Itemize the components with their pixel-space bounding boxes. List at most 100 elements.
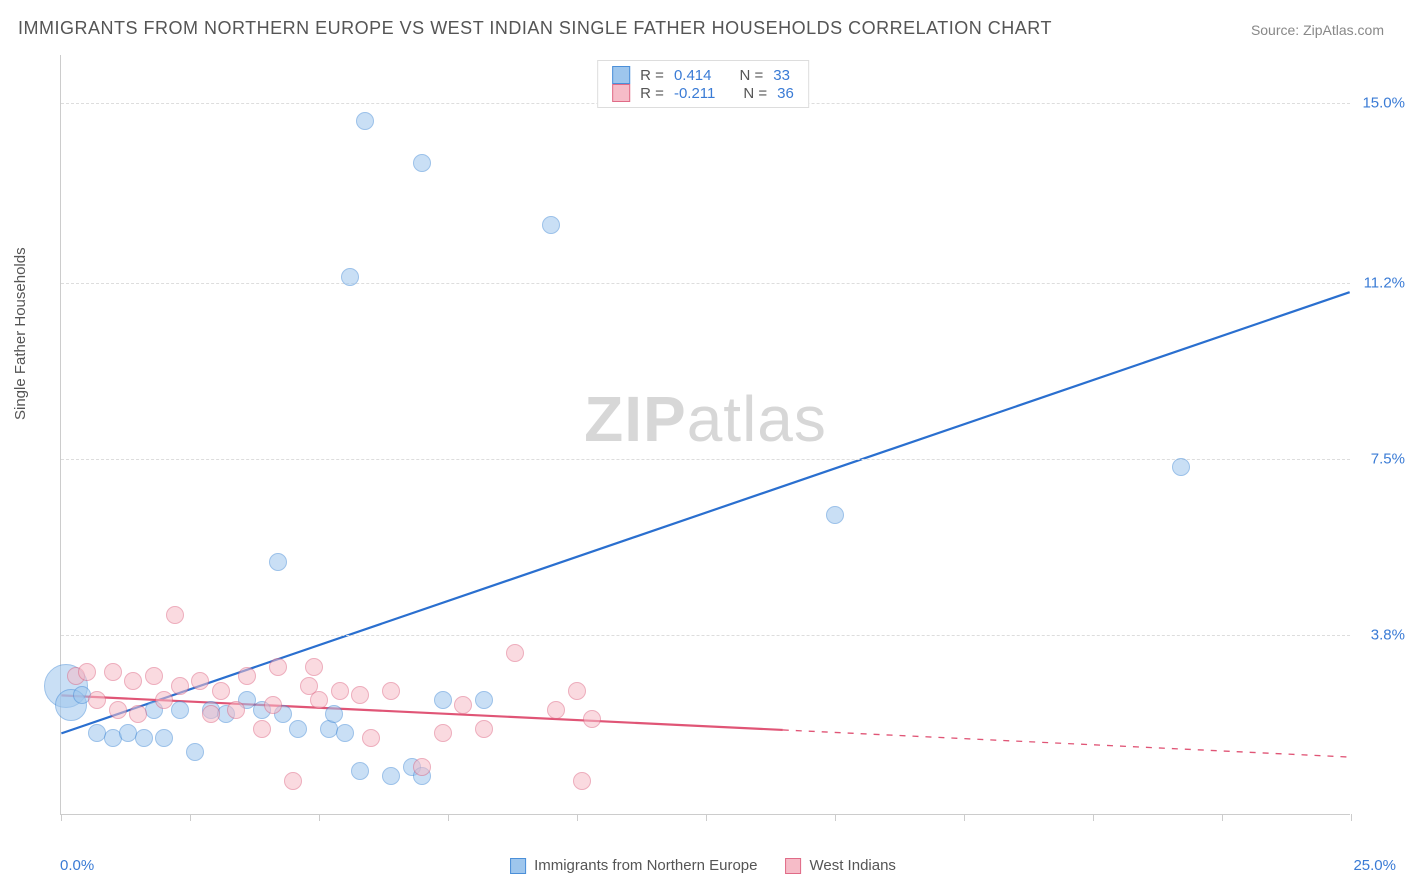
correlation-legend-row: R = -0.211 N = 36: [612, 84, 794, 102]
data-point: [413, 758, 431, 776]
data-point: [506, 644, 524, 662]
x-tick: [835, 814, 836, 821]
source-attribution: Source: ZipAtlas.com: [1251, 22, 1384, 38]
data-point: [269, 553, 287, 571]
data-point: [310, 691, 328, 709]
x-tick: [1222, 814, 1223, 821]
data-point: [166, 606, 184, 624]
data-point: [171, 701, 189, 719]
data-point: [434, 691, 452, 709]
series-legend-item: West Indians: [785, 857, 895, 874]
x-tick: [61, 814, 62, 821]
data-point: [826, 506, 844, 524]
legend-n-label: N =: [743, 85, 767, 102]
data-point: [238, 667, 256, 685]
trend-line-dashed: [783, 730, 1350, 757]
y-axis-label: Single Father Households: [12, 247, 29, 420]
data-point: [331, 682, 349, 700]
data-point: [104, 663, 122, 681]
legend-n-value: 36: [777, 85, 794, 102]
series-name: Immigrants from Northern Europe: [534, 857, 757, 874]
x-tick: [1351, 814, 1352, 821]
data-point: [583, 710, 601, 728]
data-point: [362, 729, 380, 747]
data-point: [568, 682, 586, 700]
x-tick: [1093, 814, 1094, 821]
legend-n-label: N =: [739, 67, 763, 84]
x-tick: [577, 814, 578, 821]
gridline: [61, 635, 1350, 636]
data-point: [202, 705, 220, 723]
data-point: [186, 743, 204, 761]
data-point: [212, 682, 230, 700]
watermark-left: ZIP: [584, 383, 687, 455]
data-point: [289, 720, 307, 738]
y-tick-label: 15.0%: [1362, 94, 1405, 111]
data-point: [269, 658, 287, 676]
data-point: [542, 216, 560, 234]
x-tick: [319, 814, 320, 821]
data-point: [253, 720, 271, 738]
series-legend: Immigrants from Northern Europe West Indi…: [510, 857, 896, 874]
data-point: [305, 658, 323, 676]
data-point: [434, 724, 452, 742]
data-point: [382, 682, 400, 700]
legend-swatch: [510, 858, 526, 874]
data-point: [171, 677, 189, 695]
legend-swatch: [612, 66, 630, 84]
legend-r-value: 0.414: [674, 67, 712, 84]
data-point: [264, 696, 282, 714]
legend-r-value: -0.211: [674, 85, 715, 102]
data-point: [88, 691, 106, 709]
data-point: [475, 720, 493, 738]
data-point: [351, 686, 369, 704]
legend-r-label: R =: [640, 67, 664, 84]
data-point: [475, 691, 493, 709]
data-point: [547, 701, 565, 719]
data-point: [336, 724, 354, 742]
x-tick: [706, 814, 707, 821]
series-name: West Indians: [809, 857, 895, 874]
data-point: [284, 772, 302, 790]
data-point: [155, 691, 173, 709]
legend-swatch: [612, 84, 630, 102]
data-point: [191, 672, 209, 690]
gridline: [61, 283, 1350, 284]
correlation-legend-row: R = 0.414 N = 33: [612, 66, 794, 84]
data-point: [124, 672, 142, 690]
y-tick-label: 3.8%: [1371, 626, 1405, 643]
data-point: [227, 701, 245, 719]
data-point: [325, 705, 343, 723]
x-axis-min-label: 0.0%: [60, 857, 94, 874]
data-point: [341, 268, 359, 286]
data-point: [78, 663, 96, 681]
watermark-right: atlas: [687, 383, 827, 455]
series-legend-item: Immigrants from Northern Europe: [510, 857, 757, 874]
data-point: [413, 154, 431, 172]
legend-swatch: [785, 858, 801, 874]
data-point: [382, 767, 400, 785]
x-tick: [964, 814, 965, 821]
watermark-text: ZIPatlas: [584, 382, 827, 456]
legend-r-label: R =: [640, 85, 664, 102]
trend-line-solid: [61, 292, 1349, 733]
correlation-legend: R = 0.414 N = 33 R = -0.211 N = 36: [597, 60, 809, 108]
chart-plot-area: ZIPatlas 3.8%7.5%11.2%15.0%: [60, 55, 1350, 815]
data-point: [155, 729, 173, 747]
x-tick: [448, 814, 449, 821]
data-point: [573, 772, 591, 790]
data-point: [1172, 458, 1190, 476]
y-tick-label: 7.5%: [1371, 450, 1405, 467]
data-point: [129, 705, 147, 723]
legend-n-value: 33: [773, 67, 790, 84]
data-point: [135, 729, 153, 747]
data-point: [145, 667, 163, 685]
x-tick: [190, 814, 191, 821]
x-axis-max-label: 25.0%: [1353, 857, 1396, 874]
data-point: [351, 762, 369, 780]
data-point: [356, 112, 374, 130]
data-point: [109, 701, 127, 719]
data-point: [454, 696, 472, 714]
gridline: [61, 459, 1350, 460]
chart-title: IMMIGRANTS FROM NORTHERN EUROPE VS WEST …: [18, 18, 1052, 39]
